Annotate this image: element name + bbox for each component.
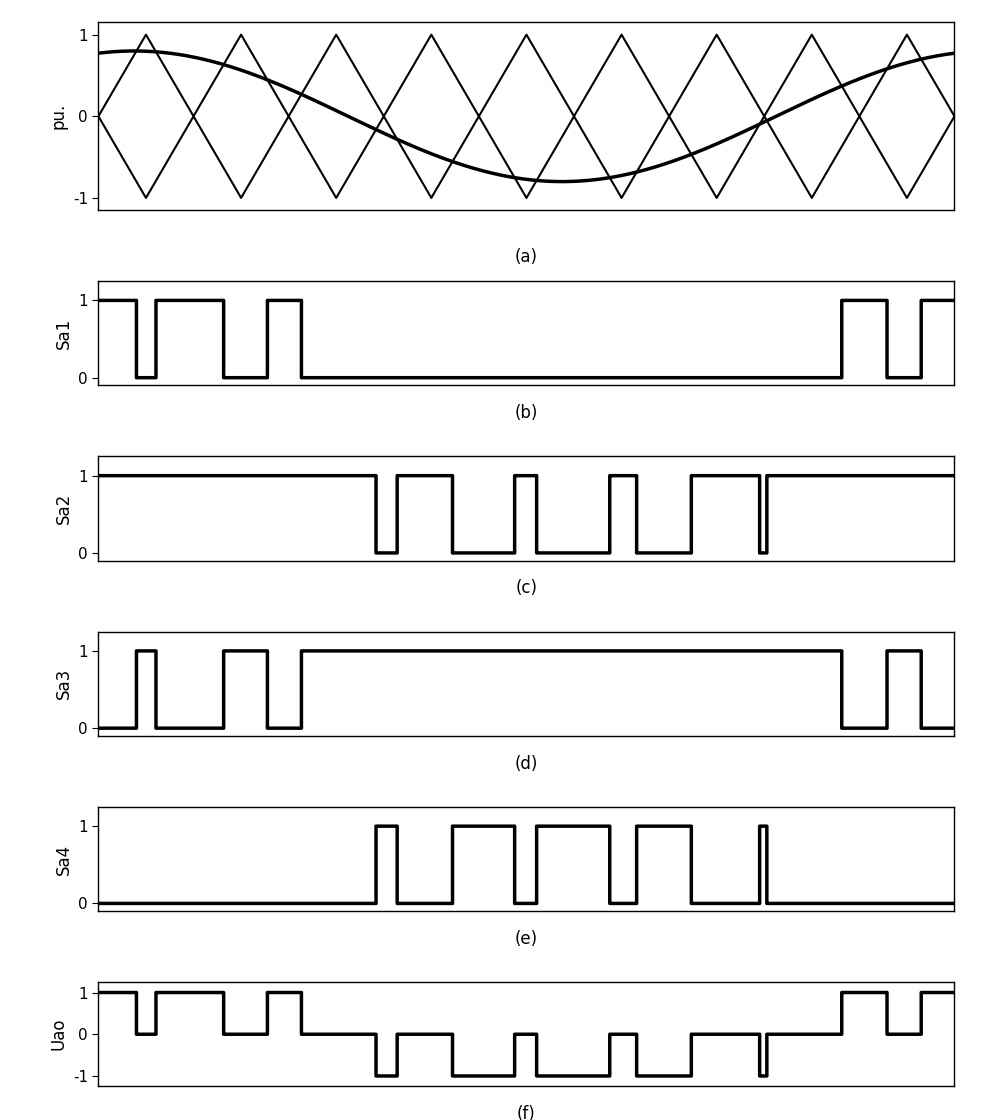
Text: (a): (a)	[515, 248, 538, 265]
Y-axis label: pu.: pu.	[49, 103, 67, 130]
Y-axis label: Sa1: Sa1	[55, 318, 73, 348]
Y-axis label: Uao: Uao	[49, 1018, 67, 1051]
Y-axis label: Sa3: Sa3	[55, 669, 73, 699]
Y-axis label: Sa2: Sa2	[55, 493, 73, 524]
Text: (f): (f)	[517, 1105, 536, 1120]
Text: (e): (e)	[515, 930, 538, 948]
Text: (b): (b)	[515, 404, 538, 422]
Text: (c): (c)	[516, 579, 537, 597]
Y-axis label: Sa4: Sa4	[55, 843, 73, 875]
Text: (d): (d)	[515, 755, 538, 773]
